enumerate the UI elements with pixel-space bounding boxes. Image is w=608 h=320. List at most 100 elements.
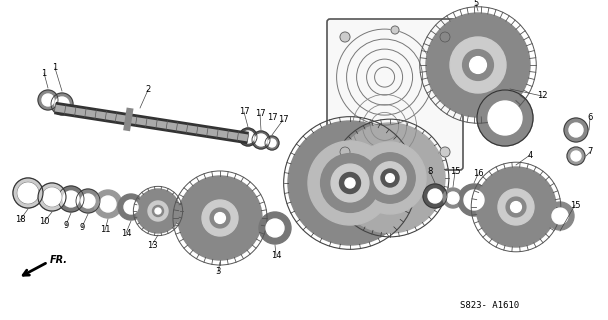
Circle shape <box>567 147 585 165</box>
Text: 9: 9 <box>80 222 85 231</box>
Circle shape <box>365 153 415 203</box>
Circle shape <box>564 118 588 142</box>
Circle shape <box>469 57 486 73</box>
Text: S823- A1610: S823- A1610 <box>460 301 520 310</box>
Circle shape <box>450 37 506 93</box>
Circle shape <box>118 194 144 220</box>
Circle shape <box>428 189 442 203</box>
Circle shape <box>55 97 69 111</box>
Circle shape <box>38 183 66 211</box>
Circle shape <box>178 176 262 260</box>
Circle shape <box>426 13 530 117</box>
Text: 14: 14 <box>271 251 282 260</box>
Circle shape <box>331 164 369 202</box>
Circle shape <box>320 154 379 212</box>
Circle shape <box>447 192 459 204</box>
Circle shape <box>339 172 361 194</box>
Text: 12: 12 <box>537 92 547 100</box>
Circle shape <box>340 32 350 42</box>
Circle shape <box>252 131 270 149</box>
Circle shape <box>242 131 254 143</box>
Circle shape <box>458 184 490 216</box>
Circle shape <box>463 50 494 80</box>
Text: 17: 17 <box>267 113 277 122</box>
FancyBboxPatch shape <box>327 19 463 170</box>
Circle shape <box>440 147 450 157</box>
Text: 11: 11 <box>100 226 110 235</box>
Circle shape <box>51 93 73 115</box>
Circle shape <box>423 184 447 208</box>
Circle shape <box>210 208 230 228</box>
Circle shape <box>18 182 38 204</box>
Circle shape <box>265 136 279 150</box>
Circle shape <box>58 186 84 212</box>
Text: 15: 15 <box>450 167 460 177</box>
Text: 1: 1 <box>41 68 47 77</box>
Text: 14: 14 <box>121 228 131 237</box>
Circle shape <box>266 219 284 237</box>
Circle shape <box>268 139 276 147</box>
Circle shape <box>440 32 450 42</box>
Text: 7: 7 <box>587 148 593 156</box>
Circle shape <box>215 212 226 223</box>
Circle shape <box>345 178 355 188</box>
Circle shape <box>552 208 568 224</box>
Circle shape <box>38 90 58 110</box>
Text: 5: 5 <box>474 0 478 9</box>
Circle shape <box>38 183 66 211</box>
Text: 1: 1 <box>52 63 58 73</box>
Circle shape <box>255 134 267 146</box>
Circle shape <box>391 26 399 34</box>
Text: 15: 15 <box>570 201 580 210</box>
Circle shape <box>477 90 533 146</box>
Text: 9: 9 <box>63 220 69 229</box>
Text: 18: 18 <box>15 215 26 225</box>
Text: FR.: FR. <box>50 255 68 265</box>
Circle shape <box>81 194 95 208</box>
Circle shape <box>13 178 43 208</box>
Circle shape <box>288 121 412 245</box>
Circle shape <box>476 167 556 247</box>
Circle shape <box>569 123 583 137</box>
Circle shape <box>153 205 164 217</box>
Circle shape <box>546 202 574 230</box>
Circle shape <box>43 188 61 206</box>
Circle shape <box>443 188 463 208</box>
Circle shape <box>488 101 522 135</box>
Circle shape <box>94 190 122 218</box>
Circle shape <box>63 191 79 207</box>
Circle shape <box>155 208 161 214</box>
Circle shape <box>385 174 395 182</box>
Text: 17: 17 <box>239 108 249 116</box>
Circle shape <box>308 141 392 225</box>
Text: 3: 3 <box>215 268 221 276</box>
Text: 4: 4 <box>527 150 533 159</box>
Circle shape <box>498 189 534 225</box>
Circle shape <box>374 162 406 194</box>
Circle shape <box>335 123 445 233</box>
Circle shape <box>354 142 426 214</box>
Circle shape <box>100 196 116 212</box>
Text: 16: 16 <box>472 170 483 179</box>
Circle shape <box>76 189 100 213</box>
Circle shape <box>239 128 257 146</box>
Circle shape <box>511 202 522 212</box>
Circle shape <box>18 183 38 203</box>
Circle shape <box>506 197 526 217</box>
Text: 8: 8 <box>427 167 433 177</box>
Circle shape <box>571 151 581 161</box>
Text: 2: 2 <box>145 85 151 94</box>
Circle shape <box>148 201 168 221</box>
Circle shape <box>43 188 61 206</box>
Text: 6: 6 <box>587 114 593 123</box>
Circle shape <box>202 200 238 236</box>
Circle shape <box>464 190 484 210</box>
Circle shape <box>340 147 350 157</box>
Circle shape <box>42 94 54 106</box>
Circle shape <box>124 200 138 214</box>
Text: 13: 13 <box>147 241 157 250</box>
Text: 17: 17 <box>255 109 265 118</box>
Circle shape <box>259 212 291 244</box>
Text: 17: 17 <box>278 116 288 124</box>
Circle shape <box>136 189 180 233</box>
